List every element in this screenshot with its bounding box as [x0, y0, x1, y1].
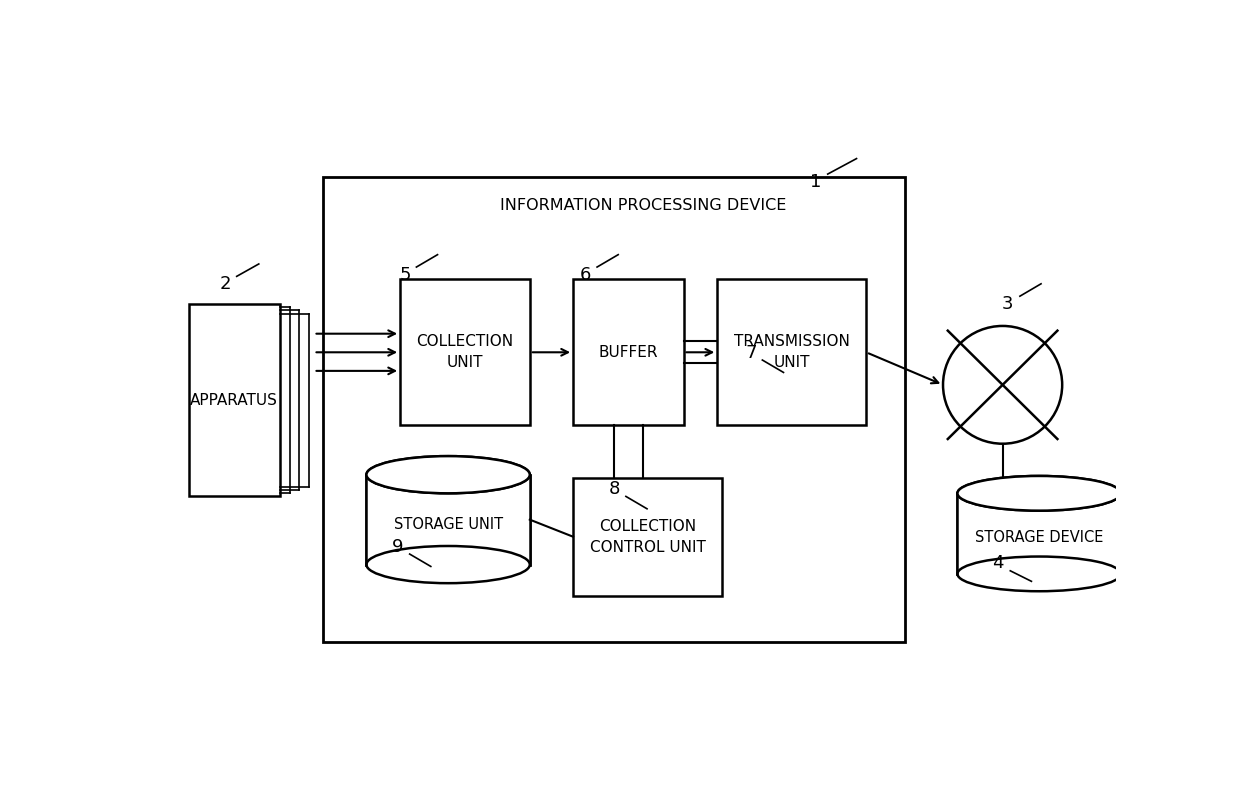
Text: 8: 8: [609, 480, 620, 498]
Ellipse shape: [957, 476, 1121, 510]
Ellipse shape: [942, 326, 1063, 444]
Bar: [401, 279, 529, 425]
Bar: [188, 304, 280, 497]
Text: BUFFER: BUFFER: [599, 345, 658, 360]
Ellipse shape: [957, 476, 1121, 510]
Text: 5: 5: [399, 266, 410, 284]
Ellipse shape: [367, 456, 529, 493]
Text: STORAGE UNIT: STORAGE UNIT: [393, 517, 502, 531]
Bar: [717, 279, 866, 425]
Ellipse shape: [367, 546, 529, 583]
Text: 7: 7: [745, 344, 756, 361]
Text: 9: 9: [392, 538, 403, 555]
Bar: [957, 493, 1121, 574]
Text: 4: 4: [992, 555, 1003, 572]
Text: STORAGE DEVICE: STORAGE DEVICE: [975, 530, 1104, 545]
Text: 2: 2: [219, 275, 231, 293]
Text: TRANSMISSION
UNIT: TRANSMISSION UNIT: [734, 334, 849, 370]
Ellipse shape: [957, 556, 1121, 591]
Bar: [573, 478, 722, 596]
Bar: [367, 475, 529, 564]
Ellipse shape: [367, 456, 529, 493]
Text: COLLECTION
CONTROL UNIT: COLLECTION CONTROL UNIT: [589, 518, 706, 555]
Bar: [573, 279, 683, 425]
Text: 1: 1: [811, 173, 822, 191]
Text: INFORMATION PROCESSING DEVICE: INFORMATION PROCESSING DEVICE: [500, 197, 786, 213]
Text: 3: 3: [1002, 295, 1013, 313]
Bar: [324, 177, 904, 642]
Text: APPARATUS: APPARATUS: [191, 393, 278, 408]
Text: 6: 6: [580, 266, 591, 284]
Text: COLLECTION
UNIT: COLLECTION UNIT: [417, 334, 513, 370]
